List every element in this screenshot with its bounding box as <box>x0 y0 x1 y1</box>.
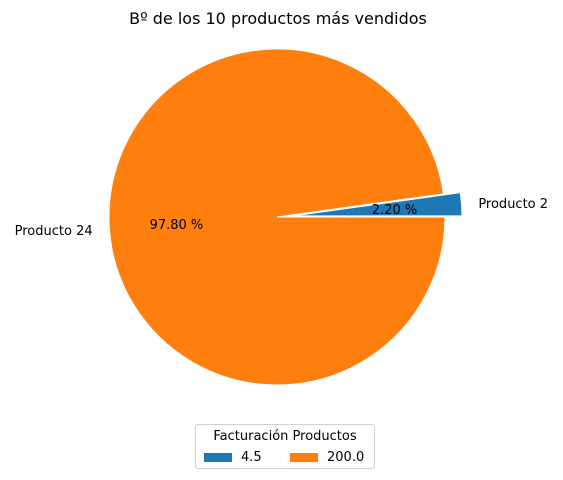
legend-item-1: 200.0 <box>290 450 364 465</box>
legend-item-0: 4.5 <box>204 450 262 465</box>
slice-label-0: Producto 2 <box>478 197 548 212</box>
legend-swatch-0 <box>204 453 232 462</box>
slice-pct-0: 2.20 % <box>372 203 417 218</box>
chart-title: Bº de los 10 productos más vendidos <box>129 9 427 28</box>
legend-label-0: 4.5 <box>241 450 262 465</box>
pie-slice-1 <box>108 48 446 386</box>
slice-label-1: Producto 24 <box>15 224 93 239</box>
legend-title: Facturación Productos <box>213 429 357 444</box>
legend-label-1: 200.0 <box>327 450 365 465</box>
pie-slice-0 <box>293 192 463 217</box>
slice-pct-1: 97.80 % <box>150 218 204 233</box>
chart-legend: Facturación Productos 4.5 200.0 <box>195 424 375 469</box>
legend-swatch-1 <box>290 453 318 462</box>
